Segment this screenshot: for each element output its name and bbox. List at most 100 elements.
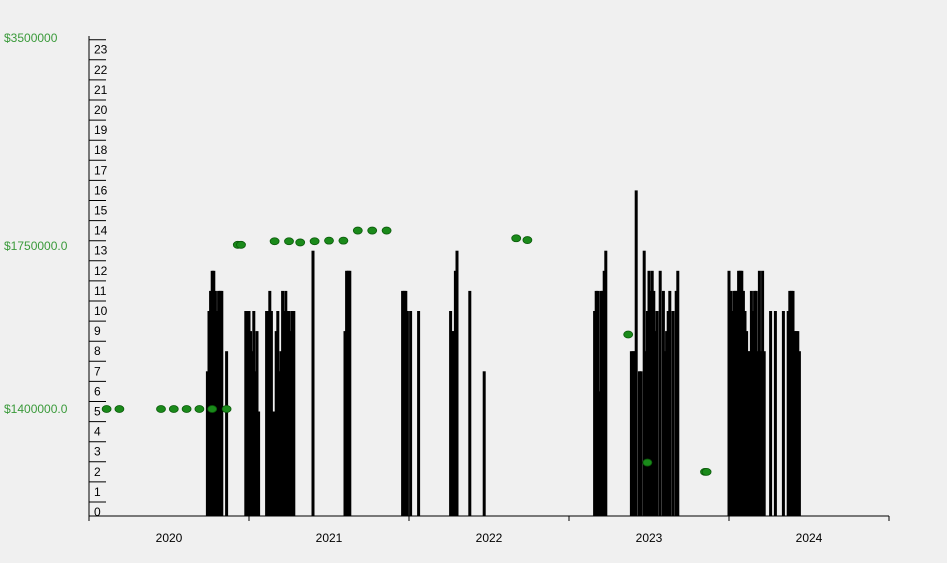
bar: [209, 290, 213, 516]
bar: [453, 270, 457, 516]
bar: [649, 290, 653, 516]
bar: [668, 290, 672, 516]
data-point: [324, 236, 334, 245]
bar: [769, 311, 773, 516]
bar: [401, 290, 405, 516]
data-point: [352, 226, 363, 235]
bar: [663, 351, 667, 516]
y-tick-label: 17: [94, 163, 108, 177]
bar: [781, 311, 785, 516]
bar: [597, 391, 601, 516]
bar: [269, 311, 273, 516]
bar: [274, 331, 278, 516]
bar: [311, 250, 315, 516]
bar: [645, 311, 649, 516]
bar: [450, 331, 454, 516]
y-tick-label: 12: [94, 264, 108, 278]
bar: [207, 311, 211, 516]
bar: [647, 270, 651, 516]
bar: [727, 270, 731, 516]
bar: [279, 351, 283, 516]
bar: [284, 290, 288, 516]
bar: [650, 270, 654, 516]
bar: [343, 331, 347, 516]
bar: [757, 270, 761, 516]
data-point: [511, 234, 522, 243]
bar: [789, 290, 793, 516]
data-point: [168, 405, 179, 413]
bar: [292, 311, 296, 516]
bar: [220, 290, 224, 516]
data-point: [522, 236, 533, 244]
data-point: [338, 236, 349, 245]
bar: [455, 250, 459, 516]
x-tick-label: 2021: [316, 531, 343, 545]
bar: [751, 311, 755, 516]
bar: [629, 351, 633, 516]
bar: [594, 290, 598, 516]
y-tick-label: 5: [94, 405, 101, 419]
bar: [245, 311, 249, 516]
bar: [409, 311, 413, 516]
x-tick-label: 2020: [156, 531, 183, 545]
bar: [250, 351, 254, 516]
bar: [745, 331, 749, 516]
data-point: [367, 226, 378, 235]
y-tick-label: 6: [94, 384, 101, 398]
bar: [601, 290, 605, 516]
bar: [348, 270, 352, 516]
y-tick-label: 13: [94, 244, 108, 258]
bar: [740, 270, 744, 516]
bar: [217, 290, 221, 516]
bar: [644, 351, 648, 516]
bar: [729, 290, 733, 516]
bar: [289, 331, 293, 516]
y-tick-label: 15: [94, 204, 108, 218]
bar: [402, 290, 406, 516]
data-point: [701, 467, 712, 476]
bar: [602, 270, 606, 516]
bar: [749, 290, 753, 516]
bar: [449, 311, 453, 516]
x-tick-label: 2023: [636, 531, 663, 545]
bar: [741, 290, 745, 516]
data-point: [381, 226, 392, 235]
data-point: [284, 237, 294, 246]
y-tick-label: 3: [94, 445, 101, 459]
money-axis-label: $1400000.0: [4, 402, 68, 416]
data-point: [236, 240, 246, 249]
y-tick-label: 9: [94, 324, 101, 338]
bar: [756, 351, 760, 516]
bar: [287, 311, 291, 516]
bar: [732, 290, 736, 516]
y-tick-label: 20: [94, 103, 108, 117]
bar: [253, 371, 257, 516]
y-tick-label: 0: [94, 505, 101, 519]
money-axis-label: $3500000: [4, 31, 58, 45]
y-tick-label: 1: [94, 485, 101, 499]
bar: [257, 411, 261, 516]
bar: [482, 371, 486, 516]
data-point: [114, 405, 125, 413]
y-tick-label: 18: [94, 143, 108, 157]
bar: [730, 311, 734, 516]
y-tick-label: 2: [94, 465, 101, 479]
bar: [281, 290, 285, 516]
bar: [738, 270, 742, 516]
bar: [754, 290, 758, 516]
y-tick-label: 7: [94, 364, 101, 378]
bar: [652, 290, 656, 516]
bar: [277, 371, 281, 516]
bar: [596, 290, 600, 516]
y-tick-label: 19: [94, 123, 108, 137]
bar: [599, 290, 603, 516]
bar: [661, 290, 665, 516]
y-tick-label: 8: [94, 344, 101, 358]
data-point: [269, 237, 280, 246]
bar: [633, 351, 637, 516]
bar-series: [205, 190, 801, 516]
money-axis-labels: $3500000 $1750000.0 $1400000.0: [4, 31, 68, 416]
bar: [797, 351, 801, 516]
bar: [271, 411, 275, 516]
